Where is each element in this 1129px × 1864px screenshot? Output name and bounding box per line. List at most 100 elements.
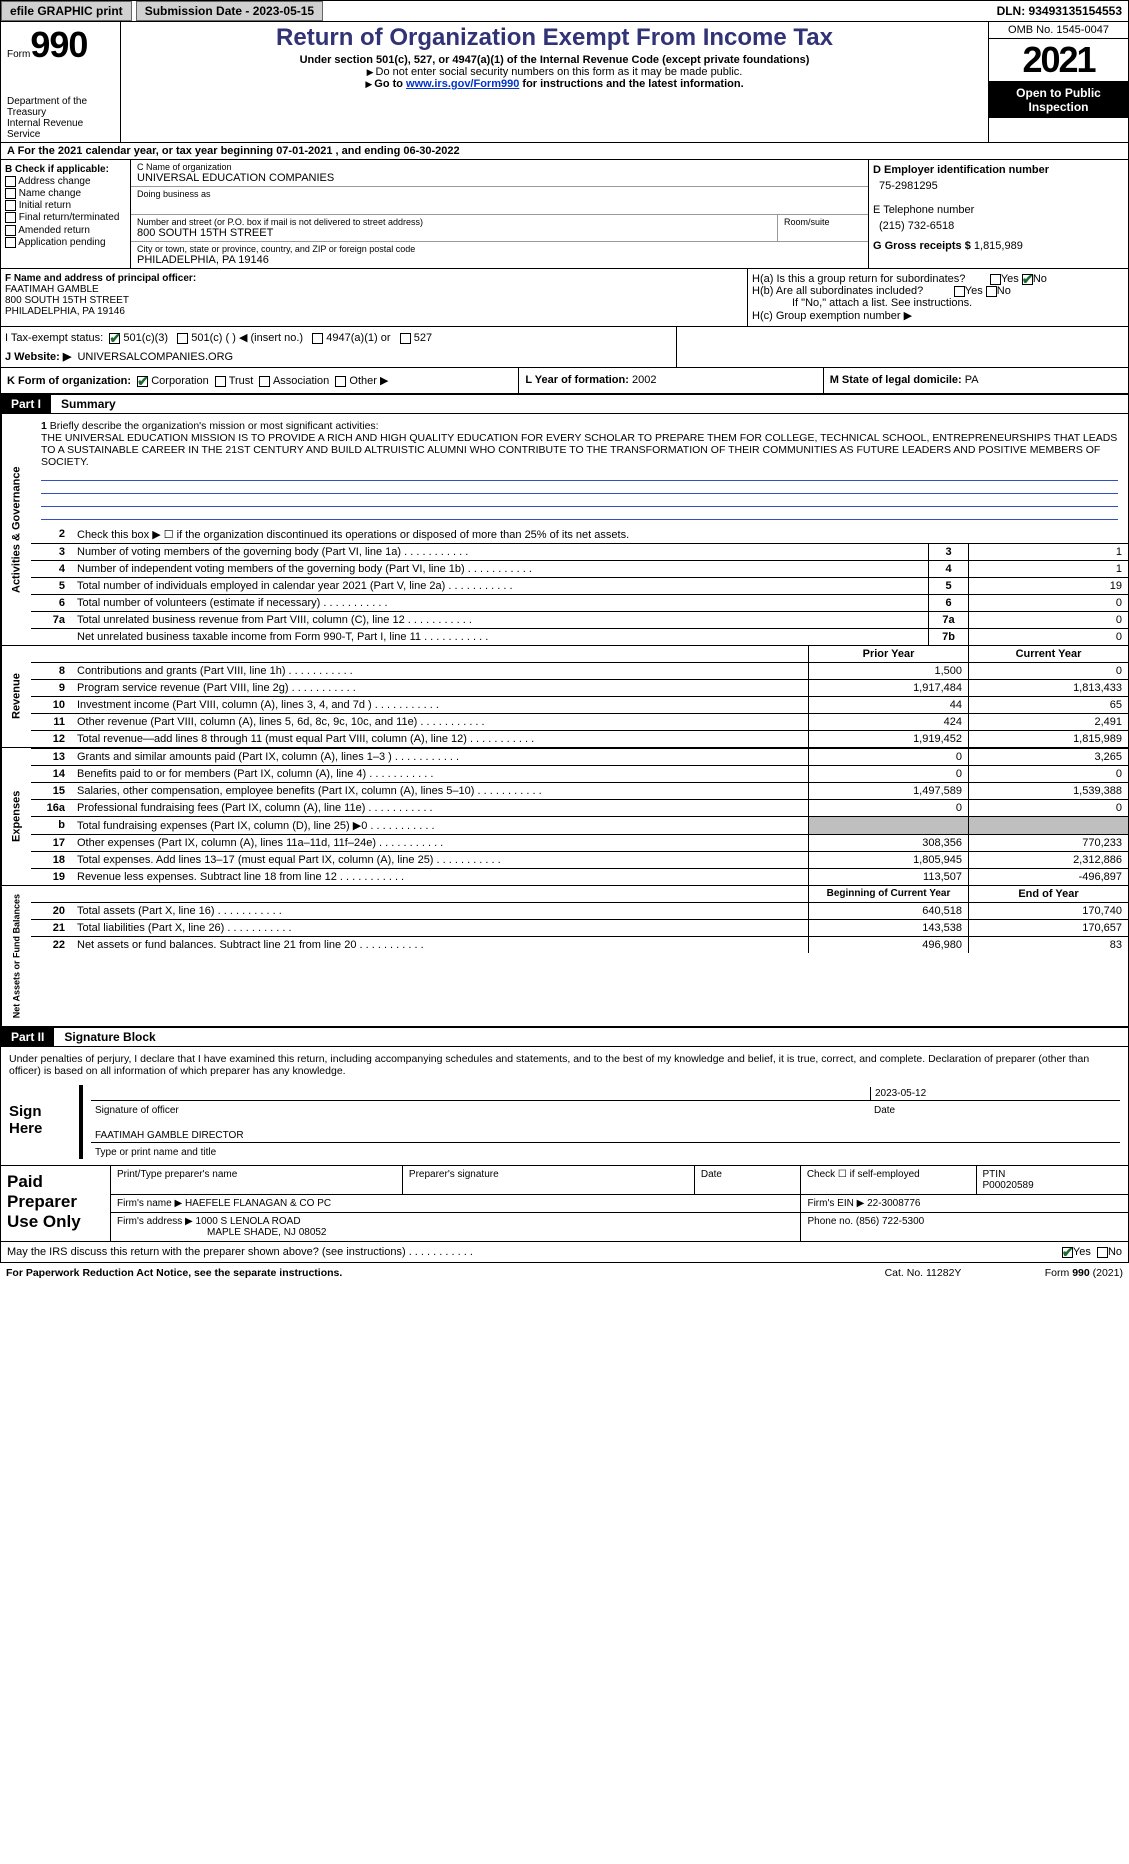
cb-may-yes[interactable] <box>1062 1247 1073 1258</box>
line-14-prior: 0 <box>808 766 968 782</box>
expenses-section: Expenses 13Grants and similar amounts pa… <box>0 748 1129 886</box>
line-12-current: 1,815,989 <box>968 731 1128 747</box>
may-irs-discuss: May the IRS discuss this return with the… <box>0 1242 1129 1263</box>
line-3-value: 1 <box>968 544 1128 560</box>
cb-4947[interactable] <box>312 333 323 344</box>
revenue-section: Revenue Prior YearCurrent Year 8Contribu… <box>0 646 1129 748</box>
column-c-org-info: C Name of organizationUNIVERSAL EDUCATIO… <box>131 160 868 268</box>
row-i-j: I Tax-exempt status: 501(c)(3) 501(c) ( … <box>0 327 1129 368</box>
cb-final-return[interactable]: Final return/terminated <box>5 212 126 223</box>
cb-trust[interactable] <box>215 376 226 387</box>
firm-addr2: MAPLE SHADE, NJ 08052 <box>117 1227 327 1238</box>
line-12-prior: 1,919,452 <box>808 731 968 747</box>
omb-number: OMB No. 1545-0047 <box>989 22 1128 39</box>
line-20-current: 170,740 <box>968 903 1128 919</box>
line-17-current: 770,233 <box>968 835 1128 851</box>
org-name: UNIVERSAL EDUCATION COMPANIES <box>137 172 862 184</box>
cb-app-pending[interactable]: Application pending <box>5 237 126 248</box>
line-15-prior: 1,497,589 <box>808 783 968 799</box>
net-assets-section: Net Assets or Fund Balances Beginning of… <box>0 886 1129 1027</box>
gross-receipts: 1,815,989 <box>974 240 1023 252</box>
paid-preparer: Paid Preparer Use Only Print/Type prepar… <box>0 1166 1129 1242</box>
column-b-checkboxes: B Check if applicable: Address change Na… <box>1 160 131 268</box>
line-21-current: 170,657 <box>968 920 1128 936</box>
efile-print-button[interactable]: efile GRAPHIC print <box>1 1 132 21</box>
cb-501c3[interactable] <box>109 333 120 344</box>
row-a-tax-year: A For the 2021 calendar year, or tax yea… <box>0 143 1129 160</box>
cb-assoc[interactable] <box>259 376 270 387</box>
line-13-current: 3,265 <box>968 749 1128 765</box>
line-8-prior: 1,500 <box>808 663 968 679</box>
line-9-prior: 1,917,484 <box>808 680 968 696</box>
line-7b-value: 0 <box>968 629 1128 645</box>
column-d-to-g: D Employer identification number 75-2981… <box>868 160 1128 268</box>
line-13-prior: 0 <box>808 749 968 765</box>
line-8-current: 0 <box>968 663 1128 679</box>
cb-501c[interactable] <box>177 333 188 344</box>
form-label: Form <box>7 49 30 60</box>
cb-corp[interactable] <box>137 376 148 387</box>
officer-city: PHILADELPHIA, PA 19146 <box>5 306 743 317</box>
line-4-value: 1 <box>968 561 1128 577</box>
line-b-current <box>968 817 1128 834</box>
cb-other[interactable] <box>335 376 346 387</box>
street: 800 SOUTH 15TH STREET <box>137 227 771 239</box>
line-5-value: 19 <box>968 578 1128 594</box>
ptin: P00020589 <box>983 1180 1034 1191</box>
line-14-current: 0 <box>968 766 1128 782</box>
officer-name: FAATIMAH GAMBLE <box>5 284 743 295</box>
hint-link-line: Go to www.irs.gov/Form990 for instructio… <box>127 78 982 90</box>
row-f-h: F Name and address of principal officer:… <box>0 269 1129 327</box>
hint-ssn: Do not enter social security numbers on … <box>127 66 982 78</box>
signature-block: Under penalties of perjury, I declare th… <box>0 1047 1129 1166</box>
line-17-prior: 308,356 <box>808 835 968 851</box>
part-2-header: Part II Signature Block <box>0 1027 1129 1047</box>
line-10-current: 65 <box>968 697 1128 713</box>
sig-date: 2023-05-12 <box>870 1087 1120 1100</box>
subtitle: Under section 501(c), 527, or 4947(a)(1)… <box>127 54 982 66</box>
line-22-current: 83 <box>968 937 1128 953</box>
submission-date: Submission Date - 2023-05-15 <box>136 1 323 21</box>
form-title: Return of Organization Exempt From Incom… <box>127 24 982 52</box>
activities-governance: Activities & Governance 1 Briefly descri… <box>0 414 1129 646</box>
line-b-prior <box>808 817 968 834</box>
dln: DLN: 93493135154553 <box>997 4 1128 18</box>
line-6-value: 0 <box>968 595 1128 611</box>
cb-initial-return[interactable]: Initial return <box>5 200 126 211</box>
line-7a-value: 0 <box>968 612 1128 628</box>
firm-addr1: 1000 S LENOLA ROAD <box>196 1216 301 1227</box>
line-18-prior: 1,805,945 <box>808 852 968 868</box>
page-footer: For Paperwork Reduction Act Notice, see … <box>0 1263 1129 1283</box>
line-19-current: -496,897 <box>968 869 1128 885</box>
section-b-to-g: B Check if applicable: Address change Na… <box>0 160 1129 269</box>
ein: 75-2981295 <box>873 176 1124 204</box>
year-formation: 2002 <box>632 374 656 386</box>
cb-527[interactable] <box>400 333 411 344</box>
line-11-prior: 424 <box>808 714 968 730</box>
telephone: (215) 732-6518 <box>873 216 1124 240</box>
perjury-declaration: Under penalties of perjury, I declare th… <box>9 1053 1120 1077</box>
form-990-page: efile GRAPHIC print Submission Date - 20… <box>0 0 1129 1283</box>
mission-text: THE UNIVERSAL EDUCATION MISSION IS TO PR… <box>41 432 1117 468</box>
line-22-prior: 496,980 <box>808 937 968 953</box>
firm-phone: (856) 722-5300 <box>856 1216 924 1227</box>
firm-name: HAEFELE FLANAGAN & CO PC <box>185 1198 331 1209</box>
officer-street: 800 SOUTH 15TH STREET <box>5 295 743 306</box>
form-number: 990 <box>30 24 87 66</box>
line-18-current: 2,312,886 <box>968 852 1128 868</box>
top-bar: efile GRAPHIC print Submission Date - 20… <box>0 0 1129 22</box>
irs-link[interactable]: www.irs.gov/Form990 <box>406 78 519 90</box>
line-16a-prior: 0 <box>808 800 968 816</box>
open-inspection: Open to Public Inspection <box>989 81 1128 118</box>
cb-amended-return[interactable]: Amended return <box>5 225 126 236</box>
cb-address-change[interactable]: Address change <box>5 176 126 187</box>
line-9-current: 1,813,433 <box>968 680 1128 696</box>
website: UNIVERSALCOMPANIES.ORG <box>77 351 233 363</box>
line-16a-current: 0 <box>968 800 1128 816</box>
state-domicile: PA <box>965 374 979 386</box>
cb-may-no[interactable] <box>1097 1247 1108 1258</box>
cb-name-change[interactable]: Name change <box>5 188 126 199</box>
tax-year: 2021 <box>989 39 1128 81</box>
firm-ein: 22-3008776 <box>867 1198 920 1209</box>
part-1-header: Part I Summary <box>0 394 1129 414</box>
